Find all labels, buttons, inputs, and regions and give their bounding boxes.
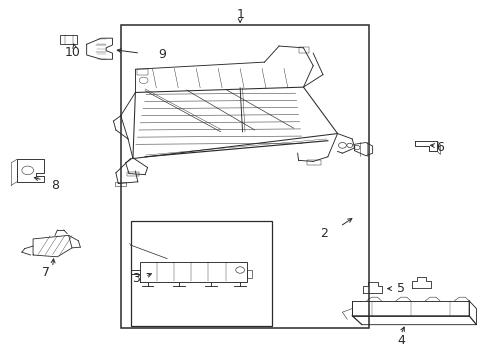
- Bar: [137, 69, 147, 75]
- Text: 9: 9: [158, 49, 166, 62]
- Text: 1: 1: [236, 9, 244, 22]
- Bar: [307, 159, 321, 165]
- Text: 2: 2: [320, 227, 328, 240]
- Bar: [126, 172, 139, 176]
- Bar: [60, 35, 77, 44]
- Text: 10: 10: [65, 46, 80, 59]
- Bar: [121, 24, 369, 328]
- Bar: [247, 270, 252, 278]
- Text: 5: 5: [397, 282, 405, 295]
- Bar: [130, 221, 272, 327]
- Text: 3: 3: [132, 272, 140, 285]
- Bar: [298, 48, 309, 53]
- Text: 4: 4: [397, 333, 405, 347]
- Bar: [115, 182, 125, 186]
- Text: 7: 7: [42, 266, 50, 279]
- Text: 6: 6: [436, 141, 444, 154]
- Text: 8: 8: [51, 179, 59, 192]
